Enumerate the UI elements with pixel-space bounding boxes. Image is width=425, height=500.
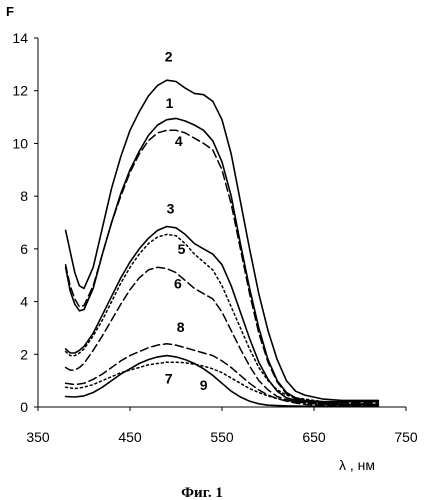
x-tick-label: 650 <box>302 429 326 445</box>
y-tick-label: 10 <box>12 135 28 151</box>
curve-label-4: 4 <box>175 133 183 149</box>
series-line-2 <box>64 79 380 402</box>
chart-series <box>64 79 380 408</box>
chart-axes <box>37 38 406 408</box>
curve-label-2: 2 <box>165 49 173 65</box>
curve-label-8: 8 <box>177 319 185 335</box>
series-line-6 <box>64 266 380 406</box>
y-axis-label: F <box>6 4 14 19</box>
y-tick-label: 12 <box>12 83 28 99</box>
series-line-8 <box>64 342 380 407</box>
curve-label-5: 5 <box>178 241 186 257</box>
y-tick-label: 14 <box>12 30 28 46</box>
series-line-5 <box>64 233 380 406</box>
series-line-3 <box>64 225 380 406</box>
series-line-1 <box>64 117 380 403</box>
y-tick-label: 4 <box>20 294 28 310</box>
curve-label-6: 6 <box>174 275 182 291</box>
x-axis-label: λ , нм <box>339 457 375 473</box>
series-line-9 <box>64 354 380 408</box>
y-tick-label: 8 <box>20 188 28 204</box>
figure-caption: Фиг. 1 <box>181 485 223 500</box>
x-tick-label: 550 <box>210 429 234 445</box>
curve-label-9: 9 <box>200 377 208 393</box>
series-line-7 <box>64 361 380 407</box>
curve-label-7: 7 <box>165 370 173 386</box>
x-tick-label: 750 <box>394 429 418 445</box>
x-tick-label: 350 <box>26 429 50 445</box>
curve-label-1: 1 <box>166 95 174 111</box>
y-tick-label: 2 <box>20 346 28 362</box>
y-tick-label: 0 <box>20 399 28 415</box>
curve-label-3: 3 <box>167 200 175 216</box>
y-tick-label: 6 <box>20 241 28 257</box>
x-tick-label: 450 <box>118 429 142 445</box>
curve-labels: 1 2 3 4 5 6 7 8 9 <box>165 49 208 393</box>
